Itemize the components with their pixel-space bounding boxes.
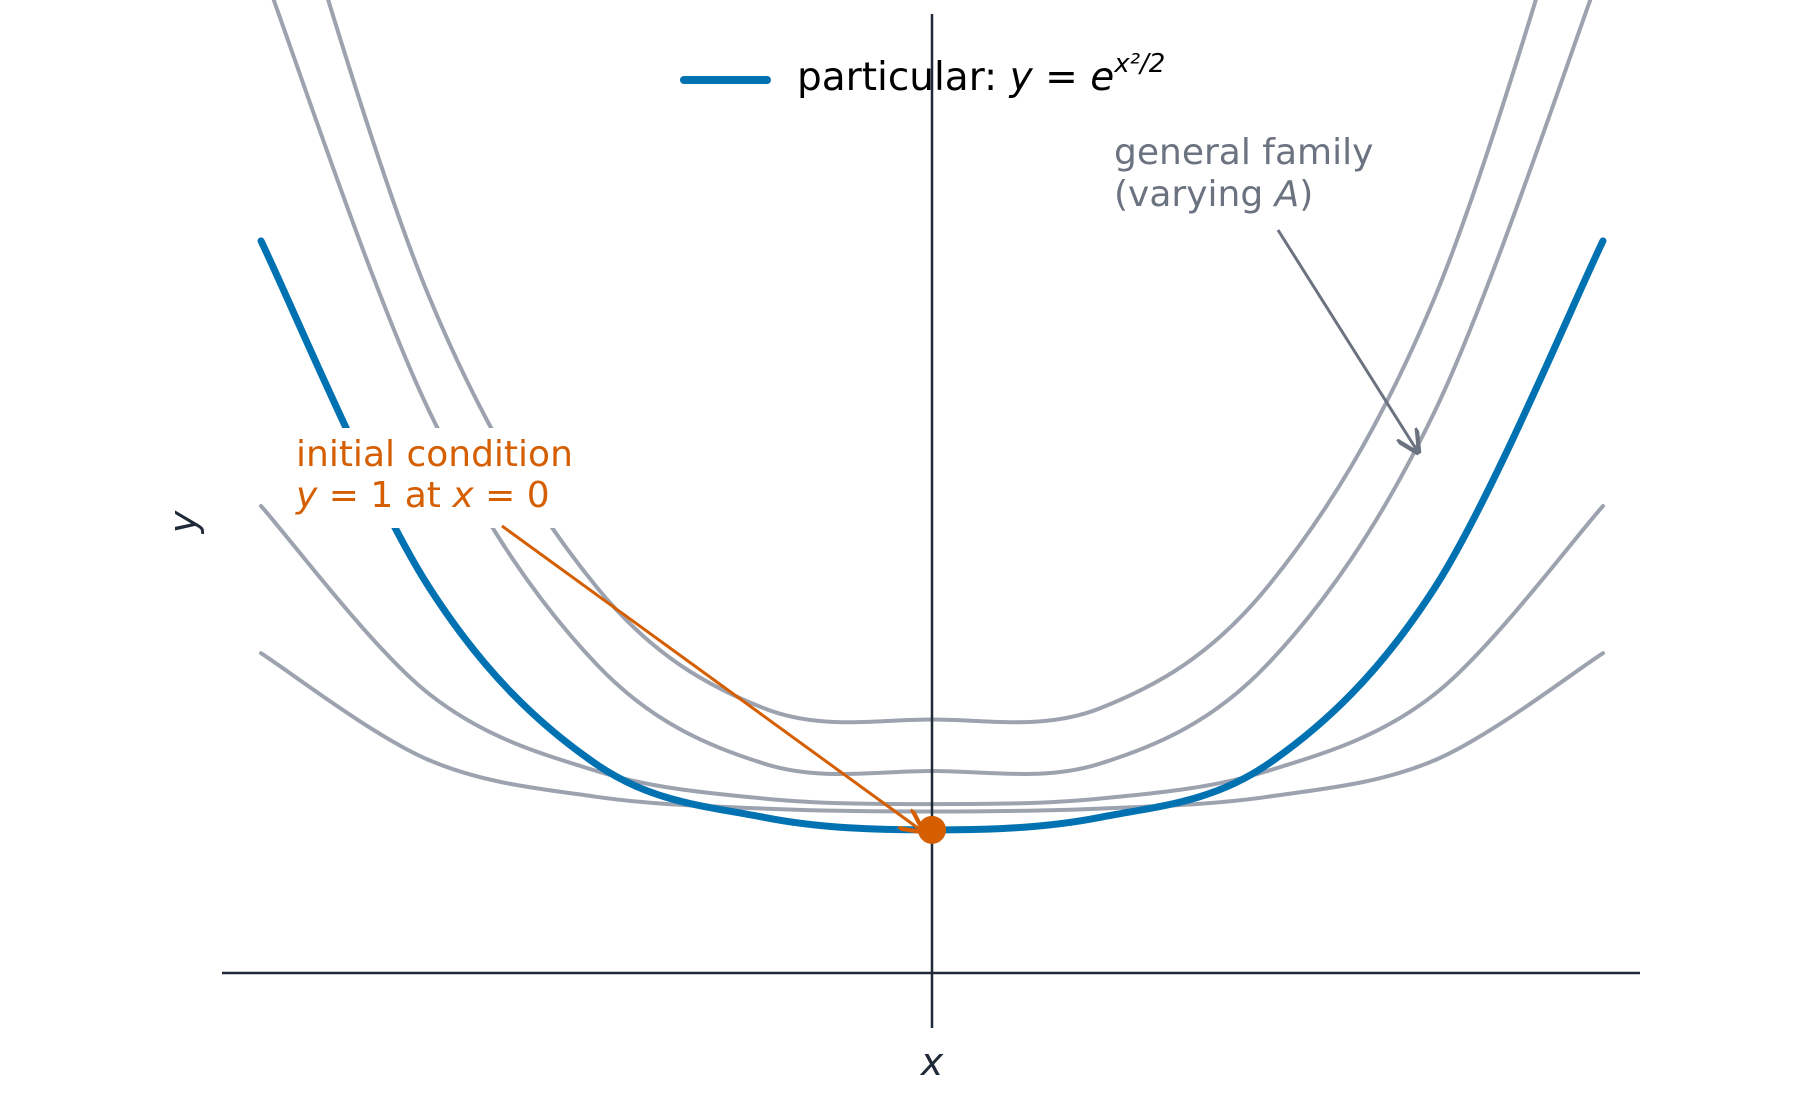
initial-condition-point xyxy=(918,815,946,844)
annotation-family-arrow xyxy=(1276,229,1418,452)
annotation-initial-line2: y = 1 at x = 0 xyxy=(295,475,550,516)
x-axis-label: x xyxy=(920,1040,944,1084)
annotation-general-family: general family (varying A) xyxy=(1114,132,1418,452)
annotation-initial-arrow xyxy=(501,524,922,831)
annotation-initial-line1: initial condition xyxy=(296,434,573,475)
annotation-family-line1: general family xyxy=(1114,132,1373,173)
annotation-initial-bg xyxy=(288,428,588,528)
y-axis-label: y xyxy=(161,510,205,534)
annotation-family-line2: (varying A) xyxy=(1114,174,1313,215)
legend-label-particular: particular: y = ex²/2 xyxy=(797,49,1165,100)
annotation-initial-condition: initial condition y = 1 at x = 0 xyxy=(288,428,922,831)
legend: particular: y = ex²/2 xyxy=(680,49,1165,100)
